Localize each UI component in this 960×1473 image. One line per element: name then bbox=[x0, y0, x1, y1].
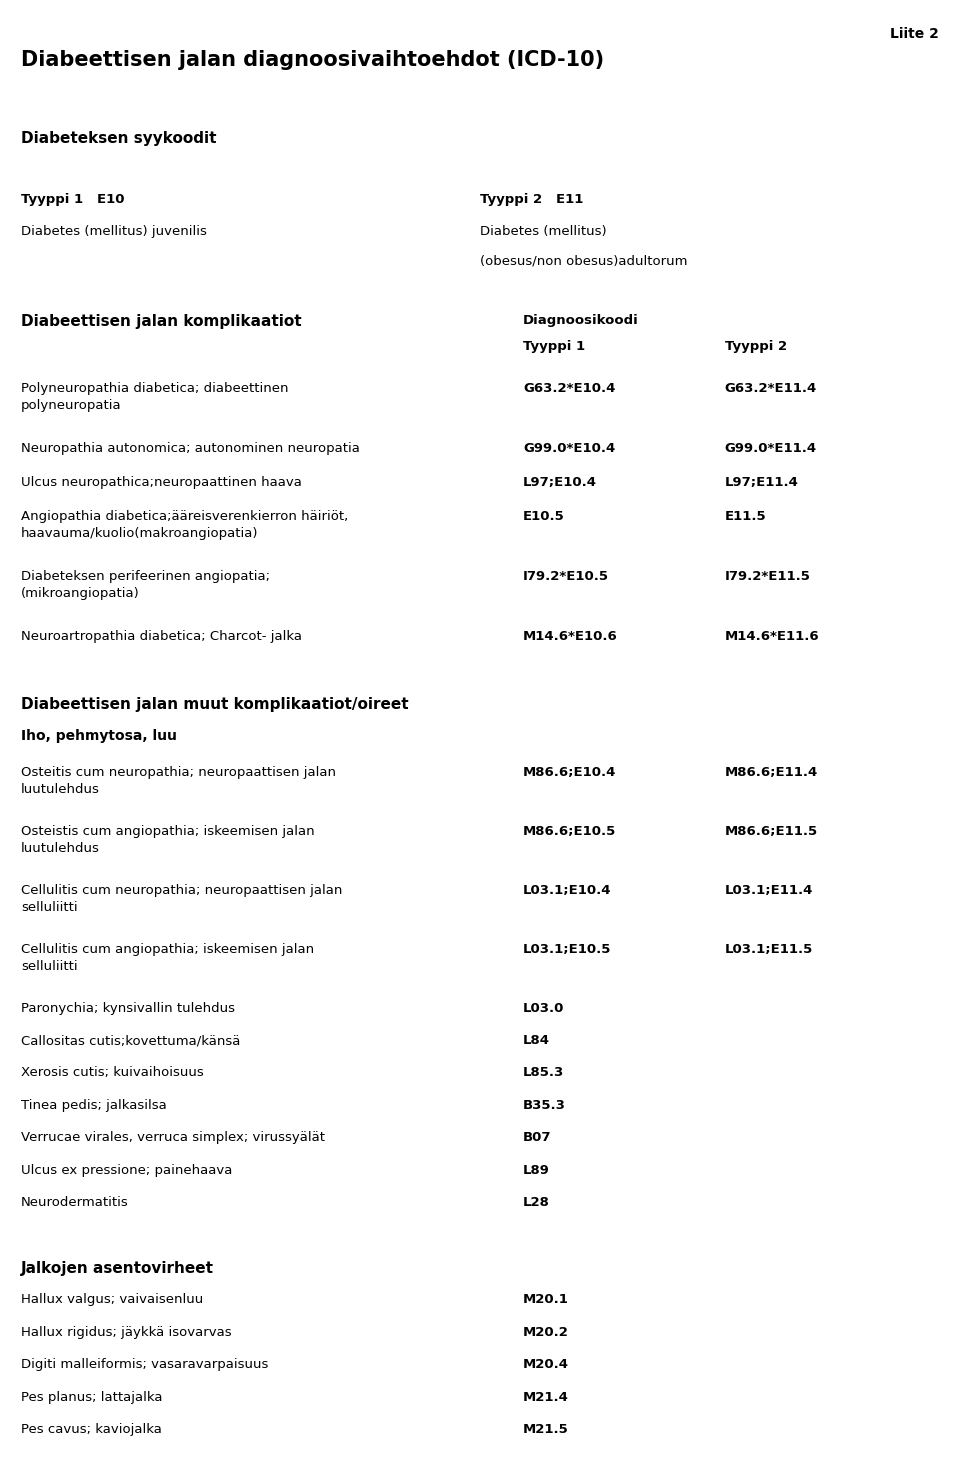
Text: Tinea pedis; jalkasilsa: Tinea pedis; jalkasilsa bbox=[21, 1099, 167, 1112]
Text: M21.5: M21.5 bbox=[523, 1423, 569, 1436]
Text: Hallux rigidus; jäykkä isovarvas: Hallux rigidus; jäykkä isovarvas bbox=[21, 1326, 231, 1339]
Text: L97;E11.4: L97;E11.4 bbox=[725, 476, 799, 489]
Text: Ulcus ex pressione; painehaava: Ulcus ex pressione; painehaava bbox=[21, 1164, 232, 1177]
Text: Neurodermatitis: Neurodermatitis bbox=[21, 1196, 129, 1209]
Text: B35.3: B35.3 bbox=[523, 1099, 566, 1112]
Text: (obesus/non obesus)adultorum: (obesus/non obesus)adultorum bbox=[480, 255, 687, 268]
Text: Verrucae virales, verruca simplex; virussyälät: Verrucae virales, verruca simplex; virus… bbox=[21, 1131, 325, 1145]
Text: Diabetes (mellitus) juvenilis: Diabetes (mellitus) juvenilis bbox=[21, 225, 207, 239]
Text: G63.2*E11.4: G63.2*E11.4 bbox=[725, 382, 817, 395]
Text: Pes cavus; kaviojalka: Pes cavus; kaviojalka bbox=[21, 1423, 162, 1436]
Text: Diabeettisen jalan diagnoosivaihtoehdot (ICD-10): Diabeettisen jalan diagnoosivaihtoehdot … bbox=[21, 50, 604, 71]
Text: M86.6;E10.4: M86.6;E10.4 bbox=[523, 766, 616, 779]
Text: E11.5: E11.5 bbox=[725, 510, 766, 523]
Text: Tyyppi 2: Tyyppi 2 bbox=[725, 340, 787, 354]
Text: Angiopathia diabetica;ääreisverenkierron häiriöt,
haavauma/kuolio(makroangiopati: Angiopathia diabetica;ääreisverenkierron… bbox=[21, 510, 348, 539]
Text: Osteitis cum neuropathia; neuropaattisen jalan
luutulehdus: Osteitis cum neuropathia; neuropaattisen… bbox=[21, 766, 336, 795]
Text: Diabeettisen jalan muut komplikaatiot/oireet: Diabeettisen jalan muut komplikaatiot/oi… bbox=[21, 697, 409, 711]
Text: M20.2: M20.2 bbox=[523, 1326, 569, 1339]
Text: M86.6;E10.5: M86.6;E10.5 bbox=[523, 825, 616, 838]
Text: Diabeettisen jalan komplikaatiot: Diabeettisen jalan komplikaatiot bbox=[21, 314, 301, 328]
Text: L89: L89 bbox=[523, 1164, 550, 1177]
Text: L03.1;E10.5: L03.1;E10.5 bbox=[523, 943, 612, 956]
Text: M14.6*E10.6: M14.6*E10.6 bbox=[523, 630, 618, 644]
Text: E10.5: E10.5 bbox=[523, 510, 564, 523]
Text: M86.6;E11.5: M86.6;E11.5 bbox=[725, 825, 818, 838]
Text: L03.1;E11.5: L03.1;E11.5 bbox=[725, 943, 813, 956]
Text: B07: B07 bbox=[523, 1131, 552, 1145]
Text: Polyneuropathia diabetica; diabeettinen
polyneuropatia: Polyneuropathia diabetica; diabeettinen … bbox=[21, 382, 289, 411]
Text: L03.1;E10.4: L03.1;E10.4 bbox=[523, 884, 612, 897]
Text: L85.3: L85.3 bbox=[523, 1066, 564, 1080]
Text: Cellulitis cum neuropathia; neuropaattisen jalan
selluliitti: Cellulitis cum neuropathia; neuropaattis… bbox=[21, 884, 343, 913]
Text: Callositas cutis;kovettuma/känsä: Callositas cutis;kovettuma/känsä bbox=[21, 1034, 241, 1047]
Text: Paronychia; kynsivallin tulehdus: Paronychia; kynsivallin tulehdus bbox=[21, 1002, 235, 1015]
Text: Digiti malleiformis; vasaravarpaisuus: Digiti malleiformis; vasaravarpaisuus bbox=[21, 1358, 269, 1371]
Text: L28: L28 bbox=[523, 1196, 550, 1209]
Text: Tyyppi 2   E11: Tyyppi 2 E11 bbox=[480, 193, 584, 206]
Text: Pes planus; lattajalka: Pes planus; lattajalka bbox=[21, 1391, 162, 1404]
Text: L97;E10.4: L97;E10.4 bbox=[523, 476, 597, 489]
Text: M14.6*E11.6: M14.6*E11.6 bbox=[725, 630, 820, 644]
Text: L03.0: L03.0 bbox=[523, 1002, 564, 1015]
Text: L84: L84 bbox=[523, 1034, 550, 1047]
Text: Diabeteksen syykoodit: Diabeteksen syykoodit bbox=[21, 131, 217, 146]
Text: M86.6;E11.4: M86.6;E11.4 bbox=[725, 766, 818, 779]
Text: Neuropathia autonomica; autonominen neuropatia: Neuropathia autonomica; autonominen neur… bbox=[21, 442, 360, 455]
Text: Iho, pehmytosa, luu: Iho, pehmytosa, luu bbox=[21, 729, 177, 744]
Text: I79.2*E10.5: I79.2*E10.5 bbox=[523, 570, 610, 583]
Text: M20.1: M20.1 bbox=[523, 1293, 569, 1307]
Text: Osteistis cum angiopathia; iskeemisen jalan
luutulehdus: Osteistis cum angiopathia; iskeemisen ja… bbox=[21, 825, 315, 854]
Text: Diabetes (mellitus): Diabetes (mellitus) bbox=[480, 225, 607, 239]
Text: G63.2*E10.4: G63.2*E10.4 bbox=[523, 382, 615, 395]
Text: G99.0*E10.4: G99.0*E10.4 bbox=[523, 442, 615, 455]
Text: Tyyppi 1: Tyyppi 1 bbox=[523, 340, 586, 354]
Text: Diabeteksen perifeerinen angiopatia;
(mikroangiopatia): Diabeteksen perifeerinen angiopatia; (mi… bbox=[21, 570, 270, 600]
Text: Xerosis cutis; kuivaihoisuus: Xerosis cutis; kuivaihoisuus bbox=[21, 1066, 204, 1080]
Text: I79.2*E11.5: I79.2*E11.5 bbox=[725, 570, 810, 583]
Text: Neuroartropathia diabetica; Charcot- jalka: Neuroartropathia diabetica; Charcot- jal… bbox=[21, 630, 302, 644]
Text: M21.4: M21.4 bbox=[523, 1391, 569, 1404]
Text: Diagnoosikoodi: Diagnoosikoodi bbox=[523, 314, 639, 327]
Text: Jalkojen asentovirheet: Jalkojen asentovirheet bbox=[21, 1261, 214, 1276]
Text: Ulcus neuropathica;neuropaattinen haava: Ulcus neuropathica;neuropaattinen haava bbox=[21, 476, 302, 489]
Text: G99.0*E11.4: G99.0*E11.4 bbox=[725, 442, 817, 455]
Text: Hallux valgus; vaivaisenluu: Hallux valgus; vaivaisenluu bbox=[21, 1293, 204, 1307]
Text: L03.1;E11.4: L03.1;E11.4 bbox=[725, 884, 813, 897]
Text: Tyyppi 1   E10: Tyyppi 1 E10 bbox=[21, 193, 125, 206]
Text: Liite 2: Liite 2 bbox=[890, 27, 939, 41]
Text: M20.4: M20.4 bbox=[523, 1358, 569, 1371]
Text: Cellulitis cum angiopathia; iskeemisen jalan
selluliitti: Cellulitis cum angiopathia; iskeemisen j… bbox=[21, 943, 314, 972]
